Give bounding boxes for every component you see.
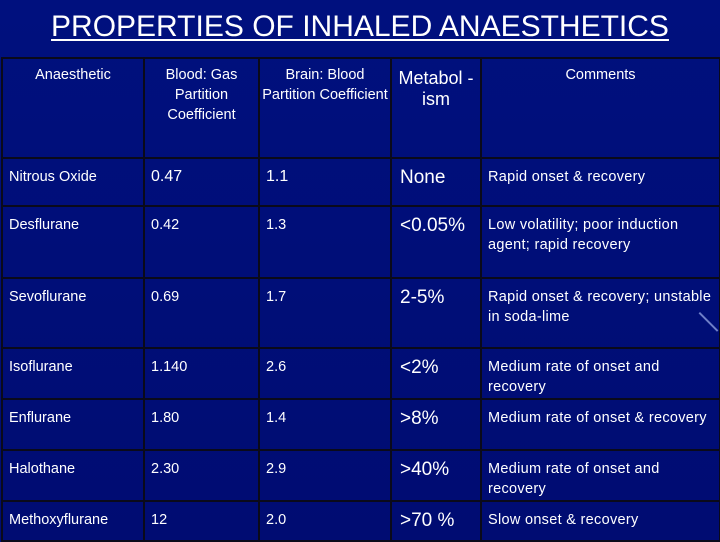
cell-comments: Medium rate of onset and recovery [480,347,720,400]
cell-comments: Rapid onset & recovery [480,157,720,207]
cell-blood-gas: 1.140 [143,347,260,400]
cell-comments: Medium rate of onset and recovery [480,449,720,502]
cell-blood-gas: 12 [143,500,260,542]
cell-blood-gas: 0.47 [143,157,260,207]
cell-comments: Low volatility; poor induction agent; ra… [480,205,720,279]
properties-table: Anaesthetic Blood: Gas Partition Coeffic… [1,57,720,542]
cell-brain-blood: 1.1 [258,157,392,207]
cell-comments: Slow onset & recovery [480,500,720,542]
table-row: Sevoflurane 0.69 1.7 2-5% Rapid onset & … [1,277,720,349]
table-row: Methoxyflurane 12 2.0 >70 % Slow onset &… [1,500,720,542]
cell-blood-gas: 0.69 [143,277,260,349]
cell-brain-blood: 1.7 [258,277,392,349]
cell-brain-blood: 2.0 [258,500,392,542]
cell-metabolism: >8% [390,398,482,451]
table-row: Enflurane 1.80 1.4 >8% Medium rate of on… [1,398,720,451]
cell-metabolism: >40% [390,449,482,502]
table-row: Nitrous Oxide 0.47 1.1 None Rapid onset … [1,157,720,207]
header-blood-gas: Blood: Gas Partition Coefficient [143,57,260,159]
cell-brain-blood: 2.9 [258,449,392,502]
cell-comments: Rapid onset & recovery; unstable in soda… [480,277,720,349]
cell-metabolism: >70 % [390,500,482,542]
cell-metabolism: <2% [390,347,482,400]
cell-blood-gas: 0.42 [143,205,260,279]
table-row: Halothane 2.30 2.9 >40% Medium rate of o… [1,449,720,502]
cell-brain-blood: 1.3 [258,205,392,279]
table-row: Isoflurane 1.140 2.6 <2% Medium rate of … [1,347,720,400]
header-row: Anaesthetic Blood: Gas Partition Coeffic… [1,57,720,159]
table-row: Desflurane 0.42 1.3 <0.05% Low volatilit… [1,205,720,279]
header-anaesthetic: Anaesthetic [1,57,145,159]
cell-anaesthetic: Isoflurane [1,347,145,400]
cell-anaesthetic: Nitrous Oxide [1,157,145,207]
slide-title: PROPERTIES OF INHALED ANAESTHETICS [51,10,669,43]
cell-brain-blood: 2.6 [258,347,392,400]
header-brain-blood: Brain: Blood Partition Coefficient [258,57,392,159]
cell-comments: Medium rate of onset & recovery [480,398,720,451]
cell-anaesthetic: Enflurane [1,398,145,451]
cell-anaesthetic: Desflurane [1,205,145,279]
header-comments: Comments [480,57,720,159]
cell-blood-gas: 2.30 [143,449,260,502]
header-metabolism: Metabol -ism [390,57,482,159]
cell-blood-gas: 1.80 [143,398,260,451]
cell-anaesthetic: Halothane [1,449,145,502]
cell-anaesthetic: Sevoflurane [1,277,145,349]
cell-brain-blood: 1.4 [258,398,392,451]
cell-metabolism: 2-5% [390,277,482,349]
cell-metabolism: None [390,157,482,207]
cell-metabolism: <0.05% [390,205,482,279]
cell-anaesthetic: Methoxyflurane [1,500,145,542]
